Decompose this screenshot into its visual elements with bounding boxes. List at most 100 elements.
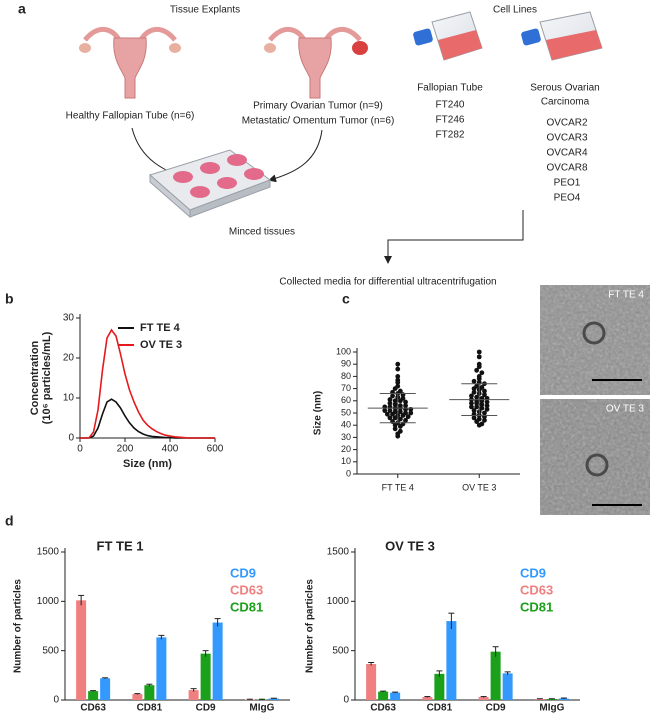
cell-line: FT240	[436, 100, 465, 111]
bar	[132, 694, 143, 700]
y-axis-label: (10⁶ particles/mL)	[41, 331, 53, 424]
y-axis-label: Number of particles	[13, 579, 24, 673]
x-tick-label: CD63	[370, 703, 396, 714]
cell-line: OVCAR3	[546, 133, 588, 144]
data-point	[395, 374, 401, 379]
data-point	[484, 403, 490, 409]
flask-icon	[521, 11, 603, 61]
y-tick-label: 70	[341, 383, 351, 393]
x-tick-label: 600	[207, 444, 224, 455]
micrograph: OV TE 3	[540, 399, 650, 515]
x-tick-label: OV TE 3	[462, 482, 496, 492]
legend-label: CD81	[230, 599, 263, 614]
data-point	[469, 404, 474, 410]
group-title: Serous Ovarian	[530, 83, 599, 94]
data-point	[390, 411, 395, 417]
panel-label: b	[5, 291, 14, 307]
data-point	[471, 415, 477, 421]
charts: b Concentration (10⁶ particles/mL) 0 10 20 30 0…	[5, 291, 580, 714]
sample-label: Primary Ovarian Tumor (n=9)	[253, 101, 383, 112]
data-point	[387, 408, 393, 413]
legend-label: CD63	[520, 582, 553, 597]
legend-label: CD63	[230, 582, 263, 597]
bar	[188, 690, 199, 700]
data-point	[397, 416, 403, 422]
data-point	[395, 366, 401, 372]
arrow	[268, 129, 323, 183]
data-point	[397, 398, 403, 404]
y-tick-label: 10	[63, 393, 75, 404]
y-axis-label: Size (nm)	[313, 391, 324, 435]
panel-label: d	[5, 513, 14, 529]
micrograph-label: OV TE 3	[606, 404, 645, 415]
y-tick-label: 0	[346, 468, 351, 478]
bar	[88, 691, 99, 700]
uterus-icon	[79, 27, 181, 99]
data-point	[471, 408, 477, 413]
y-tick-label: 30	[341, 432, 351, 442]
x-tick-label: FT TE 4	[382, 482, 414, 492]
legend-label: FT TE 4	[140, 322, 181, 334]
data-point	[474, 404, 480, 410]
data-point	[392, 386, 398, 391]
step-label: Minced tissues	[229, 227, 295, 238]
sample-label: Metastatic/ Omentum Tumor (n=6)	[242, 116, 395, 127]
section-title: Cell Lines	[493, 5, 537, 16]
x-tick-label: 400	[162, 444, 179, 455]
data-point	[482, 388, 487, 394]
bar	[502, 673, 513, 700]
y-tick-label: 40	[341, 420, 351, 430]
panel-label: c	[342, 291, 350, 307]
y-tick-label: 100	[336, 346, 351, 356]
data-point	[405, 414, 411, 420]
y-tick-label: 0	[343, 695, 349, 706]
bar	[390, 692, 401, 700]
data-point	[382, 408, 388, 413]
y-tick-label: 50	[341, 407, 351, 417]
bar	[76, 600, 87, 700]
data-point	[397, 409, 403, 415]
micrograph-label: FT TE 4	[608, 290, 644, 301]
x-tick-label: CD63	[80, 703, 106, 714]
data-point	[482, 392, 487, 398]
bar	[446, 621, 457, 700]
cell-line: PEO1	[554, 178, 581, 189]
data-point	[395, 361, 401, 367]
bar	[490, 651, 501, 700]
bar	[534, 699, 545, 700]
cell-line: OVCAR4	[546, 148, 588, 159]
sample-label: Healthy Fallopian Tube (n=6)	[66, 111, 195, 122]
y-tick-label: 1000	[37, 596, 60, 607]
x-tick-label: CD81	[137, 703, 163, 714]
section-title: Tissue Explants	[170, 5, 240, 16]
well-plate	[148, 149, 272, 219]
data-point	[484, 399, 490, 405]
data-point	[397, 424, 403, 429]
data-point	[476, 376, 482, 382]
data-point	[474, 394, 480, 400]
data-point	[474, 367, 480, 373]
bar	[100, 678, 111, 700]
x-tick-label: 200	[117, 444, 134, 455]
legend-label: CD9	[520, 565, 546, 580]
y-tick-label: 0	[68, 433, 74, 444]
chart-title: FT TE 1	[97, 538, 144, 553]
y-tick-label: 0	[53, 695, 59, 706]
x-tick-label: CD9	[486, 703, 506, 714]
bar	[378, 691, 389, 700]
y-tick-label: 20	[63, 353, 75, 364]
data-point	[400, 413, 406, 418]
chart-title: OV TE 3	[385, 538, 435, 553]
data-point	[471, 378, 477, 384]
data-point	[392, 426, 398, 432]
data-point	[392, 415, 398, 421]
data-point	[471, 389, 477, 395]
data-point	[474, 400, 480, 406]
bar	[558, 698, 569, 700]
data-point	[476, 364, 482, 370]
data-point	[395, 380, 401, 385]
data-point	[474, 419, 480, 424]
y-tick-label: 80	[341, 371, 351, 381]
panel-label: a	[18, 1, 26, 17]
